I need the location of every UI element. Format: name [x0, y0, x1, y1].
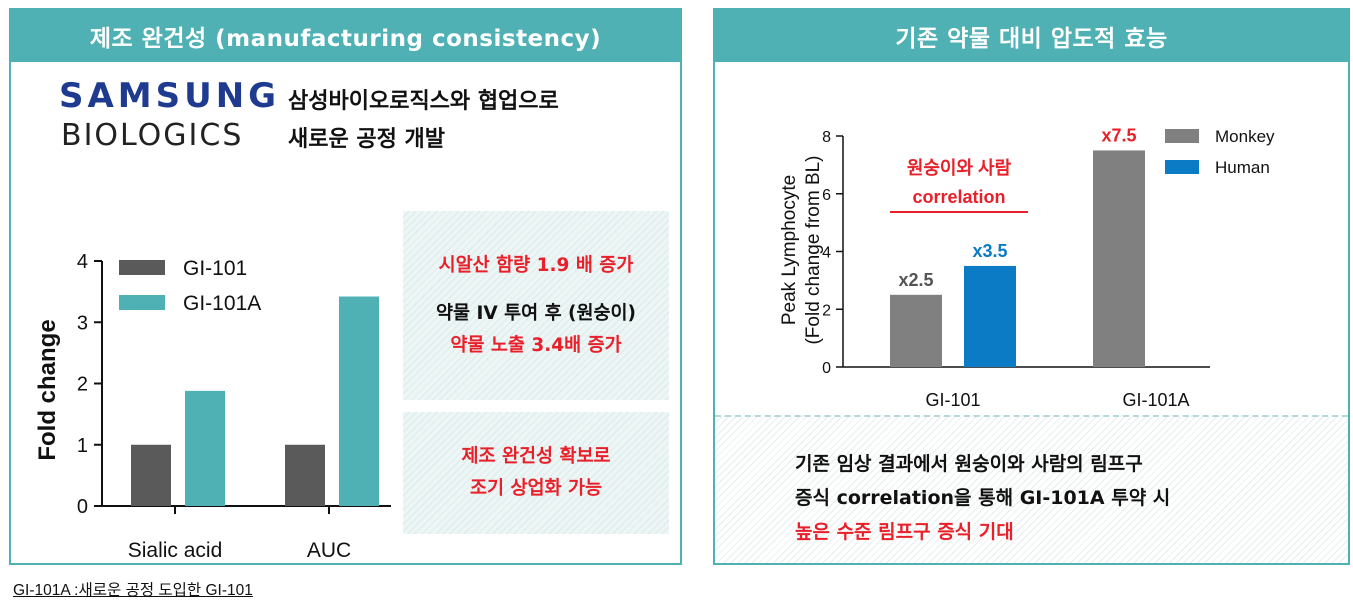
collab-text-line2: 새로운 공정 개발: [288, 127, 445, 152]
chart2-data-label: x3.5: [972, 241, 1007, 261]
chart2-data-label: x7.5: [1101, 125, 1136, 145]
chart2-legend-swatch: [1165, 129, 1199, 143]
chart2-bar-monkey-1: [1093, 150, 1145, 367]
chart2-legend-swatch: [1165, 160, 1199, 174]
efficacy-panel-title: 기존 약물 대비 압도적 효능: [715, 10, 1348, 62]
chart1-bar-gi-101a-1: [339, 296, 379, 506]
chart1-legend-swatch: [119, 260, 165, 275]
chart1-ytick-label: 0: [77, 496, 88, 518]
chart1-ytick-label: 4: [77, 251, 88, 273]
samsung-logo-text: SAMSUNG: [59, 76, 281, 116]
chart2-ytick-label: 6: [822, 187, 831, 204]
chart1-legend-label: GI-101: [183, 257, 247, 280]
chart2-xtick-label: GI-101A: [1122, 390, 1189, 410]
biologics-logo-text: BIOLOGICS: [61, 118, 244, 153]
efficacy-note-line3: 높은 수준 림프구 증식 기대: [795, 521, 1014, 543]
iv-dosing-text: 약물 IV 투여 후 (원숭이): [435, 302, 637, 324]
chart1-xtick-label: AUC: [307, 539, 351, 562]
sialic-acid-summary-box: 시알산 함량 1.9 배 증가 약물 IV 투여 후 (원숭이) 약물 노출 3…: [403, 211, 669, 400]
footnote: GI-101A :새로운 공정 도입한 GI-101: [13, 582, 253, 599]
drug-exposure-increase-text: 약물 노출 3.4배 증가: [450, 334, 622, 356]
correlation-annotation-line1: 원숭이와 사람: [907, 158, 1012, 178]
chart2-ytick-label: 0: [822, 360, 831, 377]
chart2-ytick-label: 8: [822, 129, 831, 146]
chart2-xtick-label: GI-101: [925, 390, 980, 410]
manufacturing-panel: 제조 완건성 (manufacturing consistency) SAMSU…: [9, 8, 682, 565]
chart1-bar-gi-101a-0: [185, 390, 225, 506]
chart1-ylabel: Fold change: [34, 319, 61, 460]
chart2-legend-label: Human: [1215, 158, 1270, 177]
chart2-ylabel-line2: (Fold change from BL): [803, 155, 824, 344]
correlation-annotation-line2: correlation: [912, 187, 1005, 207]
consistency-text: 제조 완건성 확보로: [461, 446, 611, 467]
chart2-legend-label: Monkey: [1215, 127, 1275, 146]
chart1-legend-label: GI-101A: [183, 292, 261, 315]
sialic-acid-increase-text: 시알산 함량 1.9 배 증가: [438, 254, 634, 276]
commercialization-box: 제조 완건성 확보로 조기 상업화 가능: [403, 412, 669, 534]
collab-text-line1: 삼성바이오로직스와 협업으로: [288, 89, 559, 114]
chart1-xtick-label: Sialic acid: [128, 539, 223, 562]
chart2-ytick-label: 4: [822, 245, 831, 262]
chart2-data-label: x2.5: [898, 270, 933, 290]
chart1-ytick-label: 2: [77, 374, 88, 396]
chart1-ytick-label: 1: [77, 435, 88, 457]
fold-change-chart: Fold change 0 1 2 3 4 Sialic acid AUC GI-101 G…: [34, 251, 391, 562]
chart1-bar-gi-101-1: [285, 444, 325, 506]
lymphocyte-chart: Peak Lymphocyte (Fold change from BL) 원숭…: [779, 125, 1275, 410]
chart2-bar-human-0: [964, 265, 1016, 367]
efficacy-panel: 기존 약물 대비 압도적 효능 Peak Lymphocyte (Fold ch…: [713, 8, 1350, 565]
chart2-bar-monkey-0: [890, 294, 942, 367]
efficacy-note-line1: 기존 임상 결과에서 원숭이와 사람의 림프구: [795, 453, 1143, 475]
chart1-bar-gi-101-0: [131, 444, 171, 506]
chart1-legend-swatch: [119, 295, 165, 310]
efficacy-note-line2: 증식 correlation을 통해 GI-101A 투약 시: [795, 487, 1171, 509]
chart2-ytick-label: 2: [822, 302, 831, 319]
early-commercialization-text: 조기 상업화 가능: [469, 478, 603, 499]
manufacturing-panel-title: 제조 완건성 (manufacturing consistency): [11, 10, 680, 62]
efficacy-note-box: 기존 임상 결과에서 원숭이와 사람의 림프구 증식 correlation을 …: [715, 415, 1348, 563]
chart2-ylabel-line1: Peak Lymphocyte: [779, 175, 800, 325]
chart1-ytick-label: 3: [77, 312, 88, 334]
